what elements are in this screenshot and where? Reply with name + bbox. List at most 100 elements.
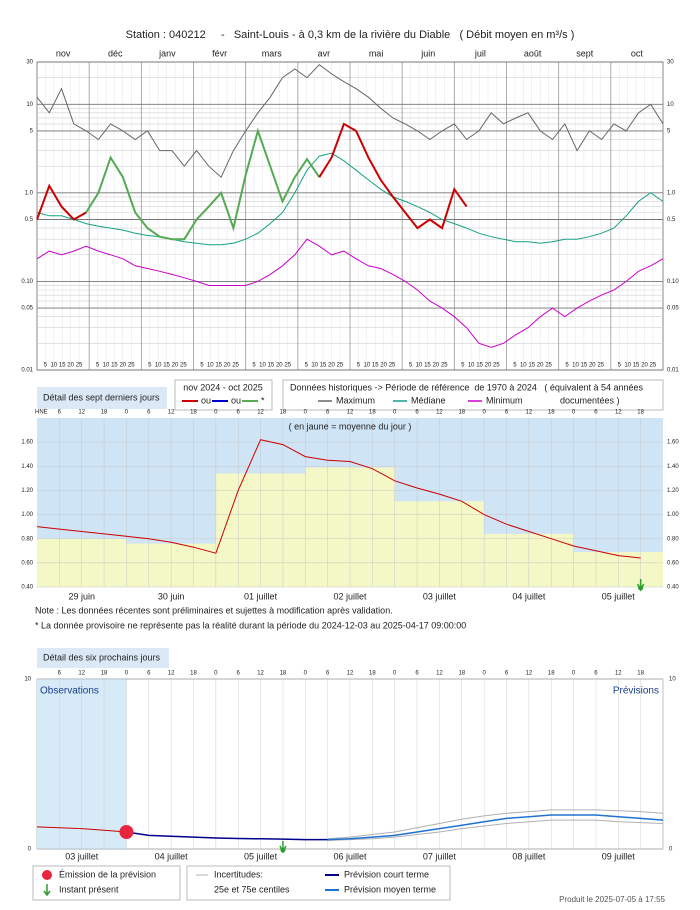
y-tick-label: 1.0 [25, 190, 34, 196]
hour-tick-label: 12 [526, 410, 533, 416]
day-tick-label: 15 [111, 363, 118, 369]
y-tick-label-right: 0.10 [667, 279, 679, 285]
legend-title: documentées ) [560, 395, 620, 405]
legend-entry: ou [231, 395, 241, 405]
day-tick-label: 10 [624, 363, 631, 369]
hour-tick-label: 6 [594, 410, 598, 416]
day-tick-label: 10 [259, 363, 266, 369]
day-tick-label: 5 [200, 363, 204, 369]
day-tick-label: 15 [59, 363, 66, 369]
day-tick-label: 10 [207, 363, 214, 369]
hour-tick-label: 12 [347, 671, 354, 677]
hour-tick-label: 12 [78, 410, 85, 416]
month-label: avr [318, 48, 331, 58]
y-tick-label: 0.60 [21, 560, 33, 566]
day-label: 29 juin [68, 591, 95, 601]
day-tick-label: 20 [172, 363, 179, 369]
month-label: juin [420, 48, 435, 58]
y-tick-label-right: 0.60 [667, 560, 679, 566]
hour-tick-label: 6 [505, 410, 509, 416]
legend-entry: Médiane [411, 395, 446, 405]
y-tick-label: 10 [24, 677, 31, 683]
hour-tick-label: 0 [304, 410, 308, 416]
day-tick-label: 25 [337, 363, 344, 369]
legend-box [282, 379, 664, 411]
y-tick-label: 0.05 [21, 306, 33, 312]
hour-tick-label: 6 [415, 410, 419, 416]
legend-entry: Minimum [486, 395, 523, 405]
day-tick-label: 25 [284, 363, 291, 369]
hour-tick-label: 6 [237, 671, 241, 677]
hour-tick-label: 18 [101, 671, 108, 677]
day-tick-label: 15 [581, 363, 588, 369]
month-label: mai [369, 48, 384, 58]
day-tick-label: 25 [441, 363, 448, 369]
series-line [36, 122, 468, 230]
day-tick-label: 20 [67, 363, 74, 369]
y-tick-label-right: 1.0 [667, 190, 676, 196]
annotation: ( en jaune = moyenne du jour ) [289, 421, 412, 431]
day-tick-label: 15 [476, 363, 483, 369]
legend-title: Données historiques -> Période de référe… [290, 382, 643, 392]
hour-tick-label: 6 [415, 671, 419, 677]
y-tick-label: 0.80 [21, 536, 33, 542]
day-tick-label: 20 [380, 363, 387, 369]
legend-entry: Incertitudes: [214, 869, 263, 879]
hour-tick-label: 12 [78, 671, 85, 677]
day-tick-label: 15 [372, 363, 379, 369]
note: Note : Les données récentes sont prélimi… [35, 605, 393, 615]
day-tick-label: 25 [597, 363, 604, 369]
legend-entry: 25e et 75e centiles [214, 884, 290, 894]
day-tick-label: 25 [180, 363, 187, 369]
hour-tick-label: 0 [125, 671, 129, 677]
tab-box [37, 387, 167, 409]
day-tick-label: 5 [513, 363, 517, 369]
y-tick-label-right: 0.5 [667, 217, 676, 223]
hour-tick-label: 6 [237, 410, 241, 416]
day-tick-label: 20 [641, 363, 648, 369]
forecast-label: Prévisions [613, 686, 659, 697]
hour-tick-label: 18 [458, 410, 465, 416]
day-tick-label: 25 [232, 363, 239, 369]
hour-tick-label: 12 [257, 410, 264, 416]
y-tick-label-right: 1.60 [667, 440, 679, 446]
y-tick-label: 0 [28, 847, 32, 853]
day-tick-label: 25 [76, 363, 83, 369]
y-tick-label: 5 [30, 129, 34, 135]
hour-tick-label: 0 [214, 410, 218, 416]
day-label: 30 juin [158, 591, 185, 601]
month-label: mars [262, 48, 282, 58]
legend-entry: Maximum [336, 395, 375, 405]
day-tick-label: 20 [276, 363, 283, 369]
hour-tick-label: 12 [526, 671, 533, 677]
month-label: oct [631, 48, 644, 58]
legend-instant [43, 884, 51, 897]
y-tick-label-right: 1.40 [667, 464, 679, 470]
day-tick-label: 10 [103, 363, 110, 369]
day-tick-label: 5 [409, 363, 413, 369]
day-label: 03 juillet [423, 591, 457, 601]
hour-tick-label: 18 [190, 671, 197, 677]
day-tick-label: 15 [528, 363, 535, 369]
y-tick-label: 30 [26, 60, 33, 66]
hour-tick-label: 18 [458, 671, 465, 677]
hour-tick-label: 0 [393, 410, 397, 416]
series-line [36, 238, 664, 348]
hour-tick-label: 12 [615, 671, 622, 677]
hour-tick-label: 0 [572, 410, 576, 416]
day-tick-label: 5 [618, 363, 622, 369]
emission-point [119, 825, 134, 839]
month-label: déc [108, 48, 123, 58]
hour-tick-label: 18 [190, 410, 197, 416]
day-tick-label: 20 [224, 363, 231, 369]
forecast-line [327, 814, 664, 841]
legend-box [174, 379, 273, 411]
legend-title: nov 2024 - oct 2025 [183, 382, 263, 392]
percentile-line [327, 819, 664, 841]
day-tick-label: 10 [520, 363, 527, 369]
hour-tick-label: 0 [393, 671, 397, 677]
observed-line [36, 826, 127, 833]
day-tick-label: 25 [128, 363, 135, 369]
series-line [85, 127, 321, 241]
